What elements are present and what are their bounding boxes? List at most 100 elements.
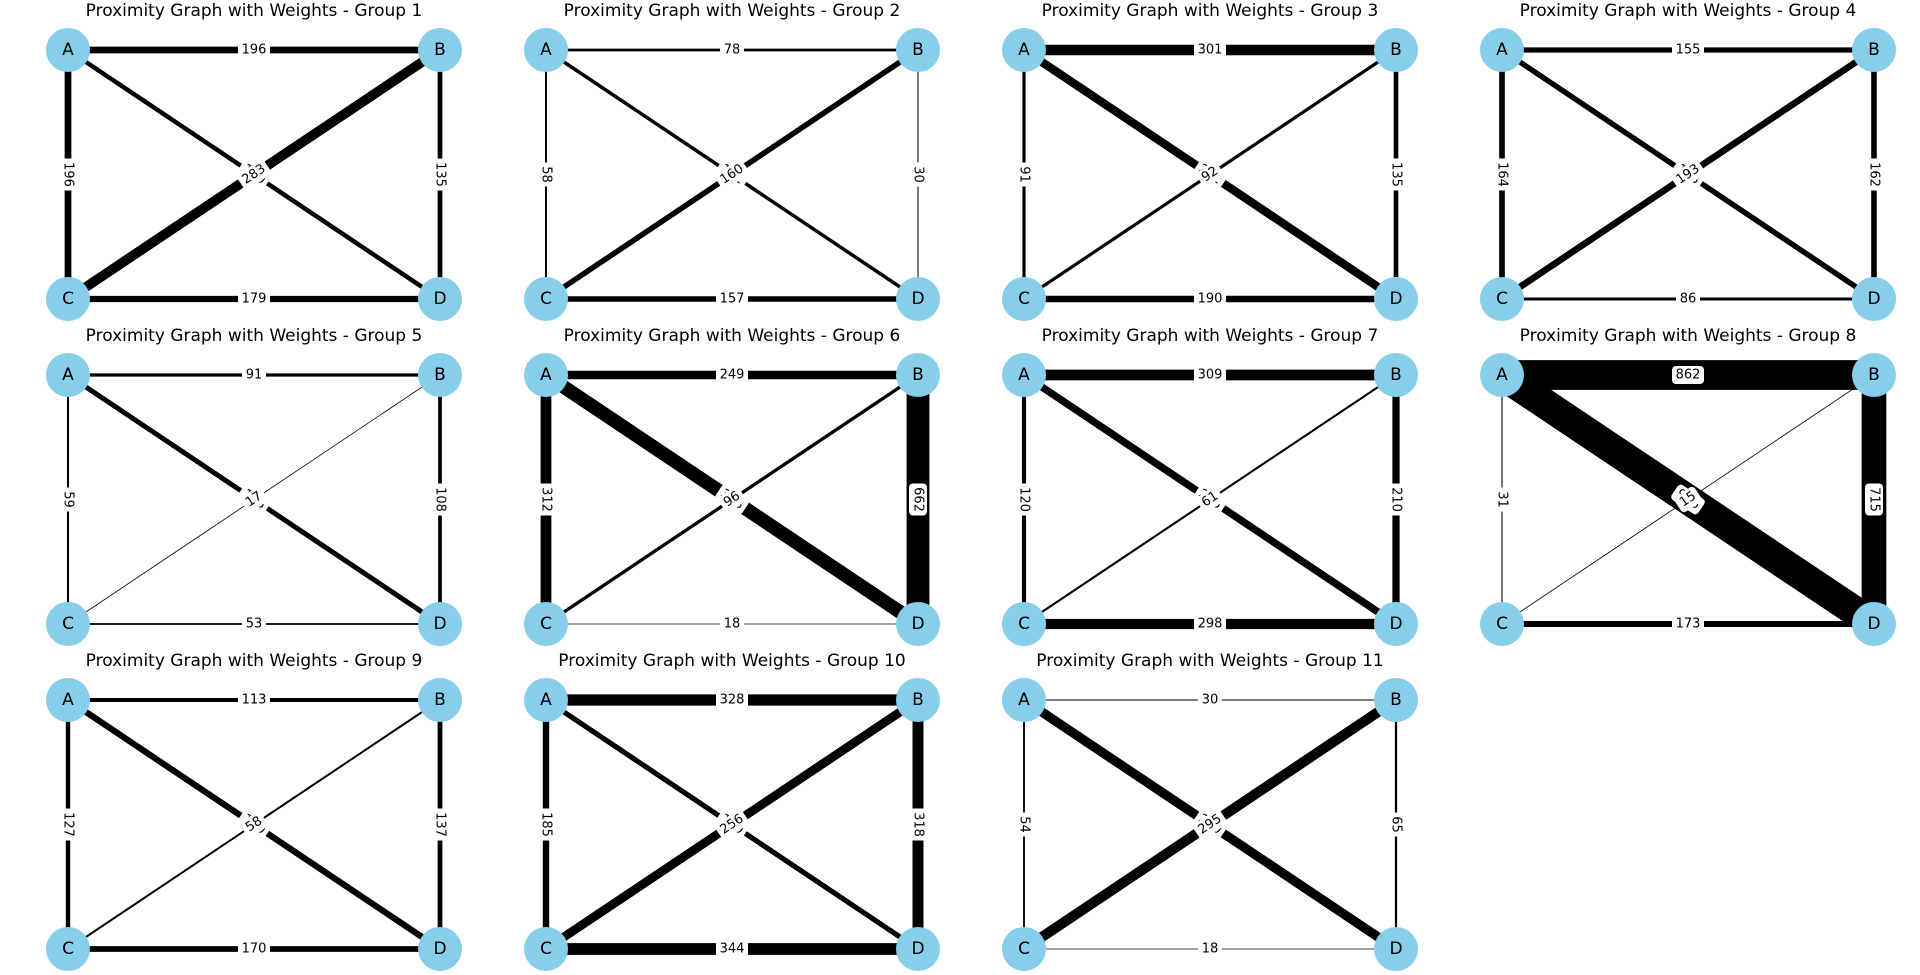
edge-weight-A-C: 120 [1015,483,1033,516]
edge-weight-label: 185 [539,812,554,837]
edge-weight-label: 120 [1017,487,1032,512]
node-C [524,602,568,646]
node-label-B: B [1868,365,1880,385]
edge-weight-A-B: 196 [238,41,270,59]
graph-panel-1: Proximity Graph with Weights - Group 1 19… [46,1,462,321]
edge-weight-box [1015,812,1033,837]
edge-weight-B-D: 30 [909,162,927,187]
node-C [1480,602,1524,646]
edge-weight-label: 318 [911,812,926,837]
node-C [1002,927,1046,971]
edge-weight-label: 113 [242,693,267,708]
edge-weight-box [1865,483,1883,516]
edge-weight-box [1015,162,1033,187]
node-A [46,678,90,722]
edge-weight-B-D: 715 [1865,483,1883,516]
edge-weight-box [718,486,746,513]
edge-weight-A-C: 31 [1493,487,1511,512]
node-label-C: C [540,614,552,634]
edge-weight-B-C: 92 [1196,161,1224,188]
edge-weight-A-C: 312 [537,483,555,516]
edge-weight-box [537,162,555,187]
node-label-D: D [433,939,446,959]
edge-weight-label: 328 [720,693,745,708]
node-label-B: B [912,690,924,710]
edge-weight-C-D: 18 [720,615,744,633]
edge-weight-label: 344 [720,942,745,957]
node-label-C: C [1018,614,1030,634]
panel-title: Proximity Graph with Weights - Group 4 [1520,1,1857,21]
edge-weight-box [431,483,449,516]
node-D [896,602,940,646]
edge-weight-C-D: 190 [1194,290,1226,308]
edge-weight-label: 173 [1676,617,1701,632]
node-label-A: A [62,40,74,60]
edge-weight-box [716,290,748,308]
node-label-D: D [433,289,446,309]
node-A [524,28,568,72]
edge-weight-C-D: 170 [238,940,270,958]
panel-title: Proximity Graph with Weights - Group 3 [1042,1,1379,21]
edge-weight-C-D: 157 [716,290,748,308]
edge-weight-box [431,808,449,841]
edge-weight-box [1194,41,1226,59]
edge-weight-C-D: 173 [1672,615,1704,633]
edge-weight-box [716,940,748,958]
edge-weight-A-B: 30 [1198,691,1222,709]
panel-title: Proximity Graph with Weights - Group 6 [564,326,901,346]
edge-weight-A-C: 54 [1015,812,1033,837]
edge-weight-box [1015,483,1033,516]
edge-weight-label: 164 [1495,162,1510,187]
edge-weight-label: 298 [1198,617,1223,632]
graph-panel-11: Proximity Graph with Weights - Group 11 3… [1002,651,1418,971]
graph-panel-2: Proximity Graph with Weights - Group 2 78… [524,1,940,321]
edge-weight-label: 312 [539,487,554,512]
edge-weight-box [909,162,927,187]
node-B [418,28,462,72]
edge-weight-box [909,483,927,516]
edge-weight-label: 58 [539,166,554,183]
node-label-B: B [1390,365,1402,385]
edge-weight-A-B: 155 [1672,41,1704,59]
edge-weight-C-D: 298 [1194,615,1226,633]
edge-weight-box [237,159,271,190]
edge-weight-label: 54 [1017,816,1032,833]
node-label-D: D [433,614,446,634]
graph-panel-4: Proximity Graph with Weights - Group 4 15… [1480,1,1896,321]
node-label-B: B [434,365,446,385]
node-B [1374,353,1418,397]
edge-weight-box [1865,158,1883,191]
edge-weight-box [59,487,77,512]
node-label-A: A [1018,690,1030,710]
edge-weight-label: 59 [61,491,76,508]
edge-weight-box [1672,41,1704,59]
node-B [418,353,462,397]
node-label-C: C [62,614,74,634]
edge-weight-label: 196 [242,43,267,58]
edge-weight-box [240,811,268,838]
graph-panel-8: Proximity Graph with Weights - Group 8 86… [1480,326,1896,646]
node-A [1480,353,1524,397]
edge-weight-B-C: 61 [1196,486,1224,513]
edge-weight-label: 18 [724,617,741,632]
node-label-D: D [911,614,924,634]
node-label-D: D [1867,614,1880,634]
edge-weight-box [1676,290,1700,308]
edge-weight-box [720,41,744,59]
node-label-D: D [1389,289,1402,309]
edge-weight-box [537,808,555,841]
edge-weight-label: 135 [1389,162,1404,187]
edge-weight-box [909,808,927,841]
node-label-D: D [911,939,924,959]
node-D [1374,277,1418,321]
node-label-A: A [540,365,552,385]
edge-weight-C-D: 179 [238,290,270,308]
edge-weight-label: 18 [1202,942,1219,957]
edge-weight-label: 137 [433,812,448,837]
node-label-B: B [434,690,446,710]
node-label-B: B [1390,690,1402,710]
edge-weight-B-C: 17 [240,486,268,513]
edge-weight-B-C: 58 [240,811,268,838]
edge-weight-A-C: 164 [1493,158,1511,191]
